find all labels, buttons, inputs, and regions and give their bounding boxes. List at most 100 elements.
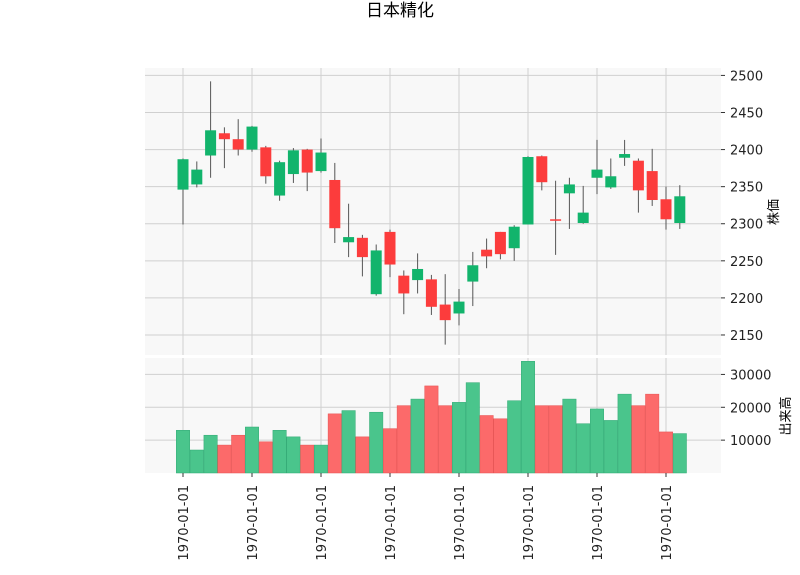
volume-bar [562,398,577,474]
candle-body [329,179,341,229]
candle-body [453,301,465,314]
volume-tick-label: 20000 [730,401,771,416]
price-tick-label: 2400 [730,144,763,159]
candle-body [660,199,672,220]
price-tick-label: 2250 [730,255,763,270]
price-tick-label: 2450 [730,106,763,121]
x-tick-label: 1970-01-01 [246,485,261,561]
volume-bar [314,444,328,474]
candle-body [384,231,396,265]
candle-body [191,169,203,185]
chart-title: 日本精化 [366,1,434,21]
price-panel [145,68,721,355]
candle-body [481,249,493,257]
volume-bar [645,393,660,474]
price-tick-label: 2350 [730,181,763,196]
candles [177,81,686,345]
volume-bar [534,405,549,474]
volume-bar [548,405,563,474]
candle-body [674,196,686,223]
candle-body [301,149,313,173]
candle-body [591,169,603,178]
x-tick-label: 1970-01-01 [177,485,192,561]
candle-body [370,250,382,295]
volume-bar [507,400,522,474]
volume-bar [590,408,604,474]
x-tick-label: 1970-01-01 [660,485,675,561]
volume-bar [272,430,287,474]
volume-bar [617,393,632,474]
candle-body [260,147,272,177]
x-tick-label: 1970-01-01 [591,485,606,561]
candle-body [508,226,520,249]
candle-body [343,237,355,243]
volume-bar [300,444,315,474]
volume-bar [659,431,673,474]
candle-body [522,156,534,225]
volume-bar [176,430,190,474]
candle-body [536,156,548,183]
volume-bar [521,361,535,474]
candle-body [550,219,562,221]
volume-bar [369,411,384,474]
volume-bar [493,418,508,474]
volume-bar [341,410,356,474]
candle-body [494,231,506,255]
volume-bar [231,434,246,474]
candle-body [425,279,437,307]
volume-bar [603,420,618,474]
candle-body [398,275,410,294]
volume-bar [410,398,425,474]
candle-body [177,159,189,190]
price-tick-label: 2300 [730,218,763,233]
volume-bar [258,441,273,474]
volume-bar [479,415,494,474]
x-tick-label: 1970-01-01 [384,485,399,561]
volume-bar [203,434,218,474]
volume-bar [217,444,232,474]
candle-body [287,150,299,175]
candle-body [232,139,244,150]
volume-bar [396,405,411,474]
x-tick-label: 1970-01-01 [453,485,468,561]
candle-body [274,162,286,196]
x-tick-label: 1970-01-01 [522,485,537,561]
volume-axis-label: 出来高 [778,396,794,435]
volume-bar [424,385,439,474]
candle-body [356,237,368,258]
price-tick-label: 2150 [730,329,763,344]
price-tick-label: 2500 [730,69,763,84]
candle-body [439,304,451,321]
volume-bar [438,405,453,474]
candle-body [218,133,230,140]
candle-body [315,152,327,172]
volume-bar [576,423,591,474]
volume-bar [286,436,301,474]
price-tick-label: 2200 [730,292,763,307]
candle-body [412,268,424,281]
volume-bar [452,402,466,474]
volume-bar [189,449,204,474]
volume-bar [465,382,480,474]
candle-body [646,171,658,201]
price-axis-label: 株価 [767,199,782,225]
candle-body [605,176,617,188]
candle-body [632,160,644,191]
axes: 2150 2200 2250 2300 2350 2400 2450 2500 10000 200… [177,69,771,560]
candle-body [246,126,258,150]
volume-bar [383,428,397,474]
volume-bar [355,436,370,474]
volume-bar [327,413,342,474]
volume-bar [672,433,687,474]
candle-body [467,265,479,282]
volume-tick-label: 10000 [730,434,771,449]
candle-body [577,212,589,223]
candle-body [619,154,631,158]
candle-body [563,184,575,194]
x-tick-label: 1970-01-01 [315,485,330,561]
volume-tick-label: 30000 [730,368,771,383]
candle-body [205,130,217,156]
volume-bar [631,405,646,474]
volume-bar [245,426,259,474]
